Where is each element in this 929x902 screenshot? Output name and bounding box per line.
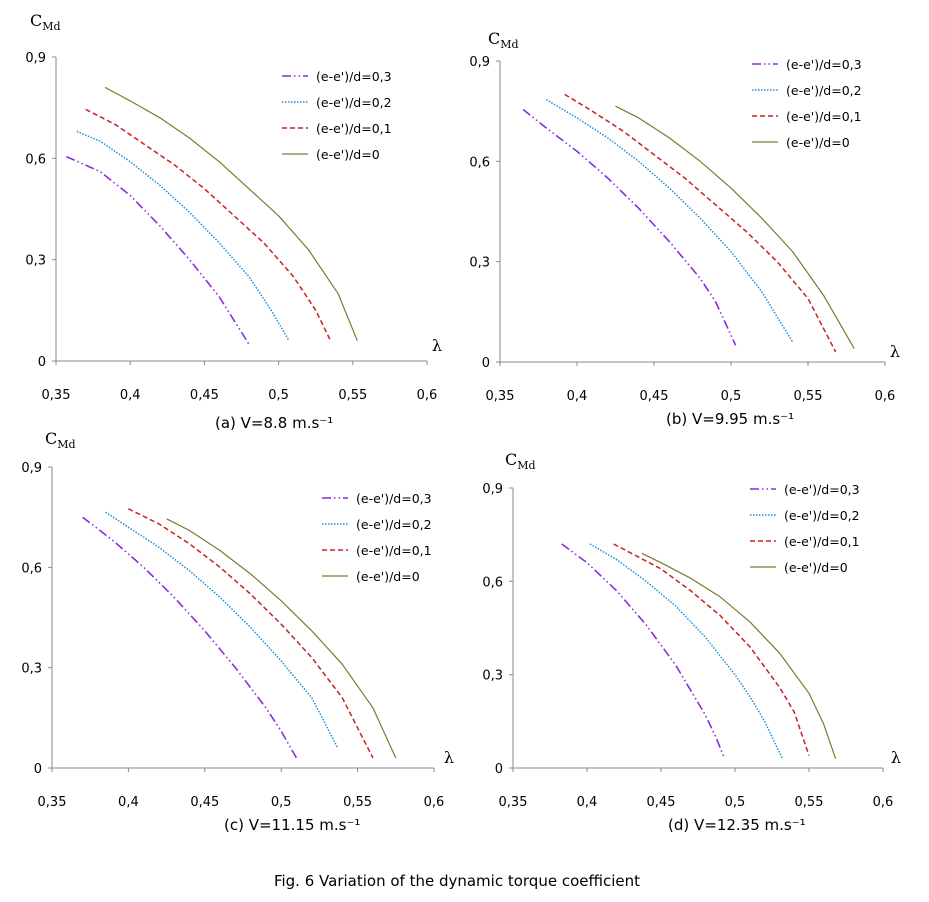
x-tick-label: 0,5: [271, 795, 292, 810]
x-axis-label: λ: [444, 748, 454, 767]
subplot-title: (d) V=12.35 m.s⁻¹: [668, 816, 806, 834]
x-tick-label: 0,5: [268, 388, 289, 403]
series-line-3: [85, 108, 332, 342]
x-tick-label: 0,5: [721, 389, 742, 404]
series-line-2: [76, 130, 290, 342]
y-tick-label: 0,3: [25, 254, 46, 269]
y-tick-label: 0,6: [21, 561, 42, 576]
y-axis-label-sub: Md: [57, 438, 75, 451]
y-axis-label-sub: Md: [517, 459, 535, 472]
x-tick-label: 0,55: [795, 795, 824, 810]
x-tick-label: 0,4: [120, 388, 141, 403]
chart-panels: 0 0,3 0,6 0,9 0,35 0,4 0,45 0,5 0,55 0,6 CMd λ (e-e'…: [21, 11, 901, 834]
x-tick-label: 0,6: [424, 795, 445, 810]
y-tick-label: 0,6: [469, 155, 490, 170]
x-tick-label: 0,45: [640, 389, 669, 404]
y-tick-label: 0,3: [482, 669, 503, 684]
y-tick-label: 0,6: [482, 575, 503, 590]
series-line-3: [564, 93, 837, 353]
x-tick-label: 0,55: [343, 795, 372, 810]
x-tick-label: 0,4: [567, 389, 588, 404]
subplot-title: (b) V=9.95 m.s⁻¹: [666, 410, 794, 428]
legend-label: (e-e')/d=0,2: [316, 95, 392, 110]
y-tick-label: 0,9: [25, 51, 46, 66]
y-axis-label: CMd: [488, 29, 519, 51]
x-tick-label: 0,35: [42, 388, 71, 403]
y-tick-label: 0,9: [469, 55, 490, 70]
legend-label: (e-e')/d=0,2: [356, 517, 432, 532]
x-tick-label: 0,55: [794, 389, 823, 404]
y-axis-label-sub: Md: [42, 20, 60, 33]
chart-panel-4: 0 0,3 0,6 0,9 0,35 0,4 0,45 0,5 0,55 0,6 CMd λ (e-e'…: [482, 450, 901, 834]
legend-label: (e-e')/d=0,3: [316, 69, 392, 84]
x-tick-label: 0,6: [873, 795, 894, 810]
series-line-3: [128, 508, 374, 759]
legend-label: (e-e')/d=0,1: [356, 543, 432, 558]
series-line-1: [82, 516, 298, 759]
legend-label: (e-e')/d=0,3: [786, 57, 862, 72]
chart-panel-1: 0 0,3 0,6 0,9 0,35 0,4 0,45 0,5 0,55 0,6 CMd λ (e-e'…: [25, 11, 442, 432]
x-axis-label: λ: [432, 336, 442, 355]
y-axis-label: CMd: [45, 429, 76, 451]
series-line-4: [641, 552, 837, 759]
legend-label: (e-e')/d=0: [784, 560, 848, 575]
subplot-title: (a) V=8.8 m.s⁻¹: [215, 414, 333, 432]
legend-label: (e-e')/d=0,2: [786, 83, 862, 98]
x-tick-label: 0,6: [417, 388, 438, 403]
series-line-1: [522, 108, 737, 346]
y-axis-label: CMd: [505, 450, 536, 472]
series-line-4: [166, 518, 397, 759]
x-tick-label: 0,45: [190, 388, 219, 403]
x-tick-label: 0,6: [875, 389, 896, 404]
x-axis-label: λ: [891, 748, 901, 767]
x-tick-label: 0,4: [577, 795, 598, 810]
legend-label: (e-e')/d=0,1: [316, 121, 392, 136]
y-tick-label: 0,3: [469, 256, 490, 271]
x-tick-label: 0,5: [725, 795, 746, 810]
y-tick-label: 0: [34, 762, 42, 777]
x-tick-label: 0,45: [190, 795, 219, 810]
chart-panel-3: 0 0,3 0,6 0,9 0,35 0,4 0,45 0,5 0,55 0,6 CMd λ (e-e'…: [21, 429, 454, 834]
y-tick-label: 0,3: [21, 662, 42, 677]
y-tick-label: 0: [495, 762, 503, 777]
legend-label: (e-e')/d=0: [356, 569, 420, 584]
figure-caption: Fig. 6 Variation of the dynamic torque c…: [274, 872, 640, 890]
x-axis-label: λ: [890, 342, 900, 361]
series-line-1: [66, 155, 250, 345]
legend-label: (e-e')/d=0: [316, 147, 380, 162]
y-tick-label: 0,6: [25, 152, 46, 167]
y-axis-label: CMd: [30, 11, 61, 33]
x-tick-label: 0,55: [338, 388, 367, 403]
x-tick-label: 0,35: [38, 795, 67, 810]
subplot-title: (c) V=11.15 m.s⁻¹: [224, 816, 360, 834]
x-tick-label: 0,4: [118, 795, 139, 810]
y-tick-label: 0,9: [21, 461, 42, 476]
series-line-4: [104, 86, 358, 341]
legend-label: (e-e')/d=0,3: [356, 491, 432, 506]
legend-label: (e-e')/d=0,3: [784, 482, 860, 497]
series-line-2: [545, 98, 794, 343]
legend-label: (e-e')/d=0,2: [784, 508, 860, 523]
chart-panel-2: 0 0,3 0,6 0,9 0,35 0,4 0,45 0,5 0,55 0,6 CMd λ (e-e'…: [469, 29, 900, 428]
legend-label: (e-e')/d=0,1: [784, 534, 860, 549]
legend-label: (e-e')/d=0,1: [786, 109, 862, 124]
x-tick-label: 0,35: [486, 389, 515, 404]
legend-label: (e-e')/d=0: [786, 135, 850, 150]
x-tick-label: 0,35: [499, 795, 528, 810]
x-tick-label: 0,45: [647, 795, 676, 810]
series-line-1: [561, 543, 726, 759]
series-line-3: [613, 543, 810, 756]
series-line-2: [105, 511, 339, 749]
y-axis-label-sub: Md: [500, 38, 518, 51]
y-tick-label: 0,9: [482, 482, 503, 497]
y-tick-label: 0: [38, 355, 46, 370]
y-tick-label: 0: [482, 356, 490, 371]
series-line-2: [589, 543, 784, 760]
series-line-4: [615, 105, 855, 349]
